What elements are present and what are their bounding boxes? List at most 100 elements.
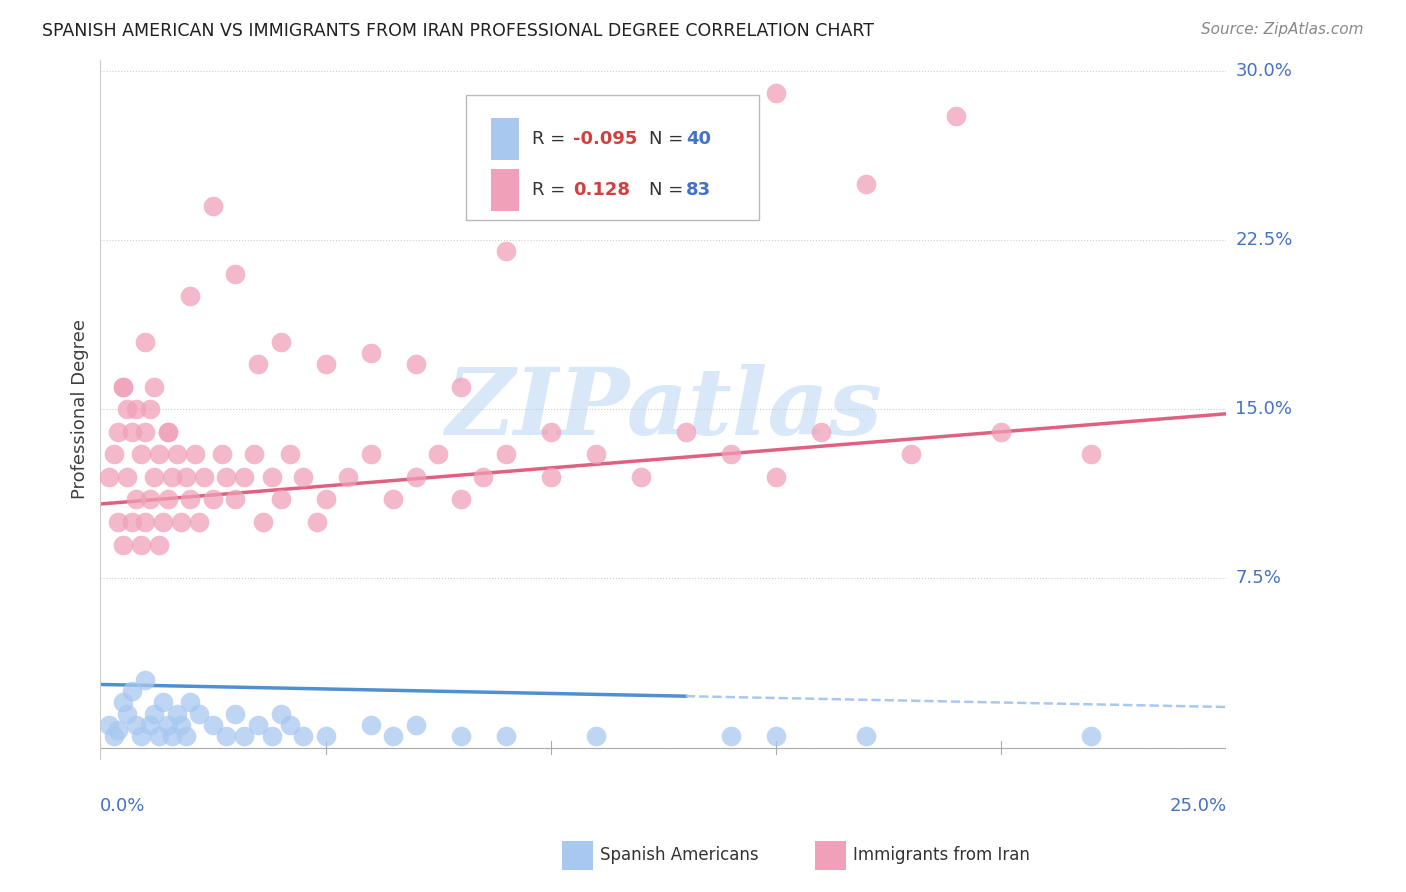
Point — [129, 729, 152, 743]
Text: N =: N = — [648, 130, 689, 148]
FancyBboxPatch shape — [491, 119, 519, 161]
Point — [125, 402, 148, 417]
Point — [148, 538, 170, 552]
Point — [98, 470, 121, 484]
Text: R =: R = — [531, 130, 571, 148]
Point — [179, 492, 201, 507]
Point — [170, 718, 193, 732]
Point — [103, 447, 125, 461]
Point — [260, 729, 283, 743]
Point — [193, 470, 215, 484]
Point — [315, 492, 337, 507]
Point — [134, 515, 156, 529]
Point — [134, 673, 156, 687]
Text: 15.0%: 15.0% — [1236, 401, 1292, 418]
Text: R =: R = — [531, 181, 571, 199]
Point — [900, 447, 922, 461]
Point — [162, 470, 184, 484]
Point — [305, 515, 328, 529]
Point — [201, 199, 224, 213]
Point — [472, 470, 495, 484]
Y-axis label: Professional Degree: Professional Degree — [72, 319, 89, 500]
Text: 0.0%: 0.0% — [100, 797, 146, 815]
Point — [117, 470, 139, 484]
Text: Spanish Americans: Spanish Americans — [600, 847, 759, 864]
Point — [121, 425, 143, 439]
Text: N =: N = — [648, 181, 689, 199]
Point — [675, 425, 697, 439]
Text: 0.128: 0.128 — [574, 181, 630, 199]
Point — [107, 515, 129, 529]
Point — [292, 729, 315, 743]
Point — [111, 380, 134, 394]
Text: Immigrants from Iran: Immigrants from Iran — [853, 847, 1031, 864]
Point — [270, 334, 292, 349]
Point — [174, 729, 197, 743]
Point — [201, 492, 224, 507]
Text: 25.0%: 25.0% — [1170, 797, 1226, 815]
Text: 83: 83 — [686, 181, 711, 199]
Point — [315, 729, 337, 743]
Point — [1080, 729, 1102, 743]
Point — [162, 729, 184, 743]
Point — [810, 425, 832, 439]
Point — [152, 515, 174, 529]
Point — [360, 447, 382, 461]
Point — [278, 718, 301, 732]
Point — [117, 402, 139, 417]
Point — [292, 470, 315, 484]
Point — [139, 402, 162, 417]
Point — [278, 447, 301, 461]
Point — [495, 244, 517, 259]
Point — [495, 729, 517, 743]
Point — [450, 729, 472, 743]
Point — [405, 357, 427, 371]
Point — [111, 538, 134, 552]
Point — [224, 492, 246, 507]
Point — [125, 492, 148, 507]
Point — [156, 492, 179, 507]
Point — [260, 470, 283, 484]
Point — [143, 470, 166, 484]
Point — [495, 447, 517, 461]
Point — [1080, 447, 1102, 461]
Point — [382, 729, 405, 743]
Text: 22.5%: 22.5% — [1236, 231, 1294, 249]
Point — [990, 425, 1012, 439]
Point — [720, 729, 742, 743]
Point — [450, 380, 472, 394]
Text: Source: ZipAtlas.com: Source: ZipAtlas.com — [1201, 22, 1364, 37]
Point — [315, 357, 337, 371]
Point — [630, 470, 652, 484]
Point — [585, 729, 607, 743]
Point — [121, 684, 143, 698]
Point — [174, 470, 197, 484]
Point — [143, 380, 166, 394]
Point — [143, 706, 166, 721]
Point — [111, 696, 134, 710]
Point — [224, 267, 246, 281]
Point — [945, 109, 967, 123]
Point — [252, 515, 274, 529]
Point — [450, 492, 472, 507]
Point — [233, 729, 256, 743]
Point — [134, 334, 156, 349]
Point — [107, 425, 129, 439]
Point — [215, 470, 238, 484]
Point — [720, 447, 742, 461]
Point — [382, 492, 405, 507]
Point — [201, 718, 224, 732]
Point — [188, 515, 211, 529]
Point — [765, 729, 787, 743]
Point — [129, 538, 152, 552]
Point — [148, 447, 170, 461]
Point — [98, 718, 121, 732]
Point — [270, 492, 292, 507]
Point — [215, 729, 238, 743]
Point — [129, 447, 152, 461]
FancyBboxPatch shape — [467, 95, 759, 220]
Point — [247, 357, 270, 371]
Point — [156, 425, 179, 439]
FancyBboxPatch shape — [491, 169, 519, 211]
Point — [540, 425, 562, 439]
